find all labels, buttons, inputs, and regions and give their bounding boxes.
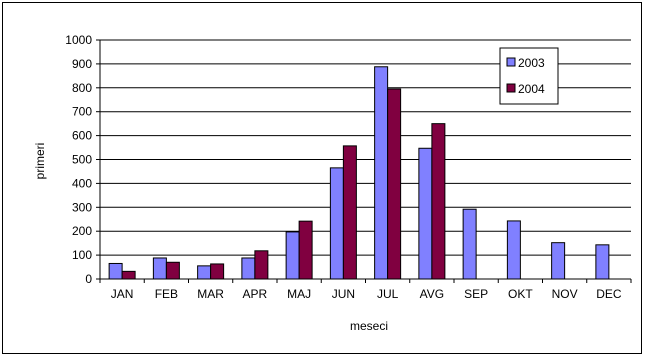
x-tick-label: JUN xyxy=(332,287,355,301)
y-tick-label: 700 xyxy=(72,105,92,119)
x-tick-label: NOV xyxy=(552,287,578,301)
bar-2004-mar xyxy=(210,263,225,280)
y-tick-label: 400 xyxy=(72,176,92,190)
bar-2004-avg xyxy=(431,123,446,280)
x-tick-label: MAR xyxy=(197,287,224,301)
x-tick-label: APR xyxy=(243,287,268,301)
bar-2003-sep xyxy=(462,208,477,280)
bar-2003-nov xyxy=(551,242,566,280)
bar-2003-mar xyxy=(197,265,212,280)
gridlines xyxy=(100,39,631,256)
legend-swatch-2003 xyxy=(506,57,516,67)
x-tick-labels: JAN FEB MAR APR MAJ JUN JUL AVG SEP OKT NOV DEC xyxy=(111,287,622,301)
legend-label-2004: 2004 xyxy=(518,82,545,96)
bar-2003-dec xyxy=(595,244,610,280)
axes xyxy=(96,39,632,283)
x-tick-label: JAN xyxy=(111,287,134,301)
bar-2003-jul xyxy=(374,66,389,280)
y-tick-label: 600 xyxy=(72,129,92,143)
bar-2003-jun xyxy=(329,167,344,280)
x-tick-label: FEB xyxy=(155,287,178,301)
y-tick-label: 100 xyxy=(72,248,92,262)
bar-2004-maj xyxy=(298,220,313,280)
bar-2003-okt xyxy=(506,220,521,280)
legend: 2003 2004 xyxy=(499,47,559,105)
bar-2004-jun xyxy=(342,145,357,280)
y-tick-label: 500 xyxy=(72,153,92,167)
bar-2003-jan xyxy=(108,262,123,280)
x-axis-title: meseci xyxy=(350,319,388,333)
x-tick-label: SEP xyxy=(464,287,488,301)
bar-2004-jan xyxy=(121,270,136,280)
legend-label-2003: 2003 xyxy=(518,56,545,70)
y-tick-label: 900 xyxy=(72,57,92,71)
y-tick-label: 0 xyxy=(85,272,92,286)
y-tick-label: 300 xyxy=(72,200,92,214)
y-tick-label: 200 xyxy=(72,224,92,238)
y-axis-title: primeri xyxy=(33,143,47,180)
x-tick-label: DEC xyxy=(596,287,622,301)
bar-2004-apr xyxy=(254,250,269,280)
y-tick-label: 1000 xyxy=(65,33,92,47)
bar-2003-maj xyxy=(285,231,300,280)
x-tick-label: OKT xyxy=(508,287,533,301)
y-tick-label: 800 xyxy=(72,81,92,95)
bar-2003-feb xyxy=(152,257,167,280)
bar-2004-feb xyxy=(165,261,180,280)
bars xyxy=(108,66,610,280)
bar-2003-avg xyxy=(418,147,433,280)
bar-2004-jul xyxy=(387,88,402,280)
x-tick-label: MAJ xyxy=(287,287,311,301)
legend-box xyxy=(499,47,559,105)
x-tick-label: JUL xyxy=(377,287,399,301)
x-tick-label: AVG xyxy=(420,287,444,301)
legend-swatch-2004 xyxy=(506,83,516,93)
y-tick-labels: 0 100 200 300 400 500 600 700 800 900 1000 xyxy=(65,33,92,286)
bar-2003-apr xyxy=(241,257,256,280)
